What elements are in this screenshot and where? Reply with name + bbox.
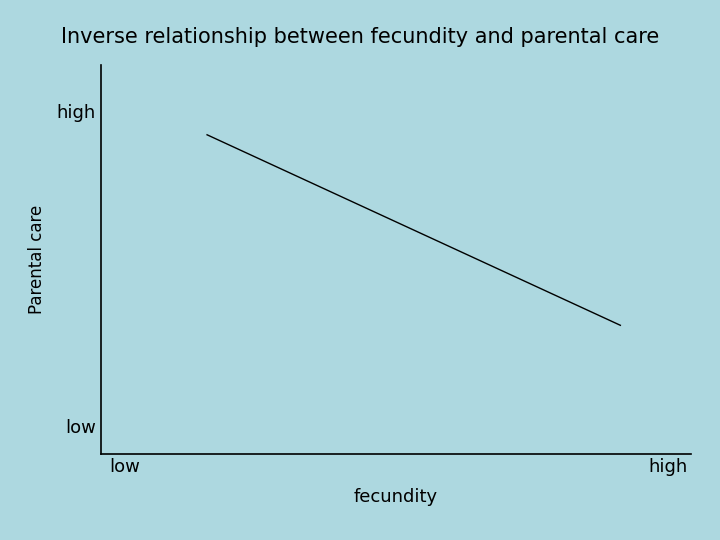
X-axis label: fecundity: fecundity: [354, 488, 438, 505]
Text: Inverse relationship between fecundity and parental care: Inverse relationship between fecundity a…: [61, 27, 659, 47]
Y-axis label: Parental care: Parental care: [27, 205, 45, 314]
